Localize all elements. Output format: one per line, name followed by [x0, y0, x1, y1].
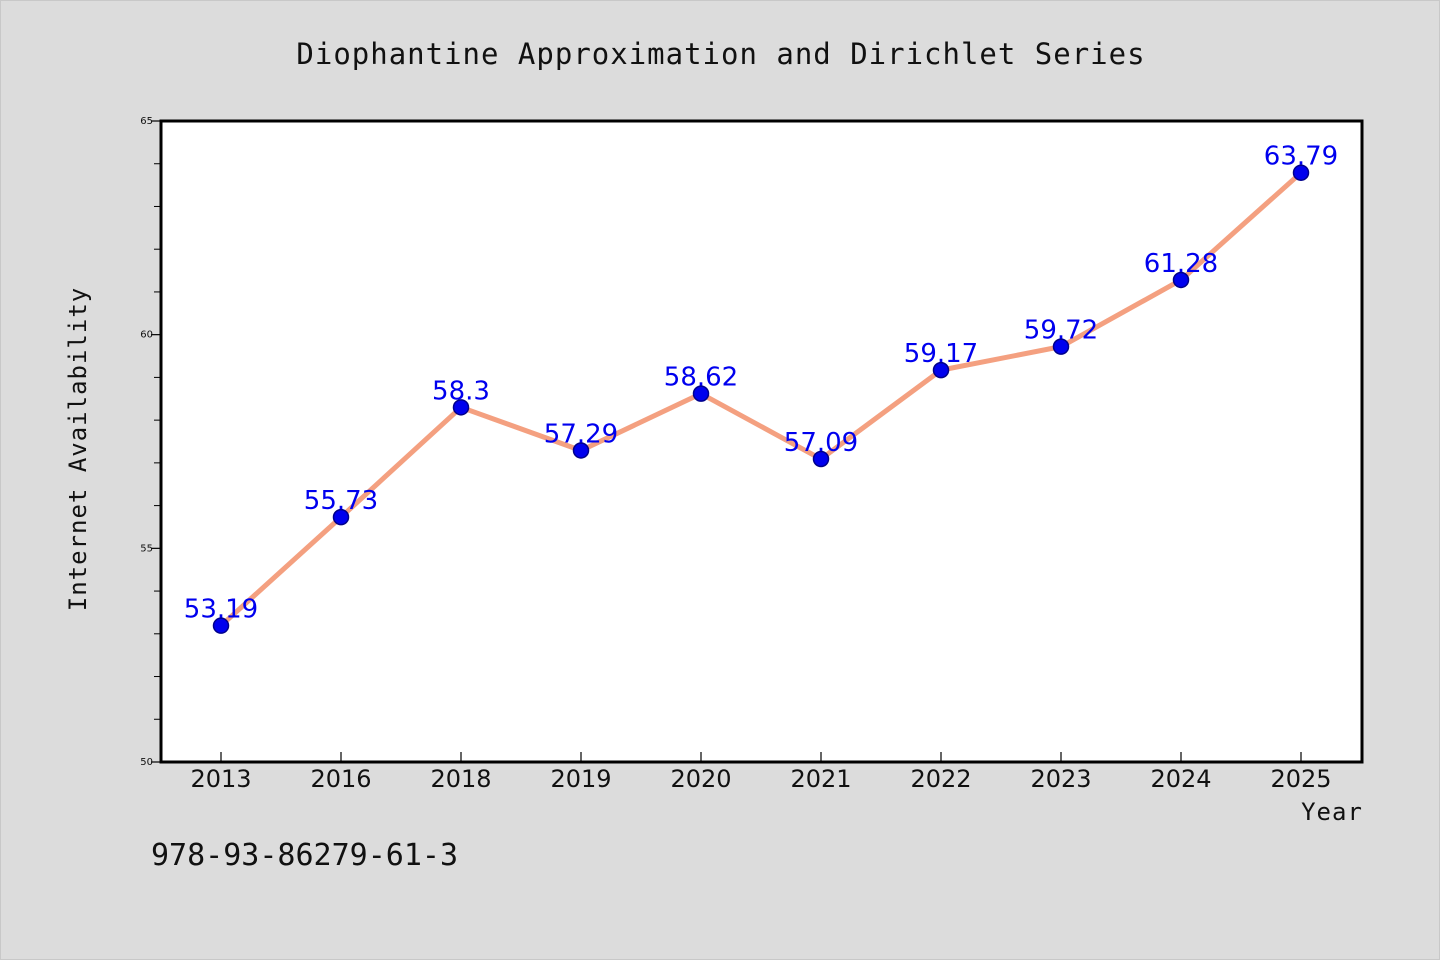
- data-label: 58.3: [432, 376, 490, 406]
- x-tick-label: 2025: [1270, 765, 1331, 793]
- x-axis-label: Year: [1301, 798, 1363, 826]
- y-tick-label: 60: [140, 330, 153, 341]
- x-tick-label: 2023: [1030, 765, 1091, 793]
- y-axis-label: Internet Availability: [64, 287, 92, 611]
- data-point: [932, 361, 950, 379]
- x-tick-label: 2013: [190, 765, 251, 793]
- data-point: [212, 617, 230, 634]
- data-point: [1052, 338, 1070, 355]
- data-label: 55.73: [304, 486, 378, 516]
- data-labels: 53.19 55.73 58.3 57.29 58.62 57.09 59.17 59.72 6…: [184, 142, 1338, 625]
- data-point: [1292, 164, 1310, 181]
- x-tick-label: 2018: [430, 765, 491, 793]
- data-point: [692, 385, 710, 402]
- x-tick-label: 2020: [670, 765, 731, 793]
- x-axis: 2013 2016 2018 2019 2020 2021 2022 2023 2024 2025: [190, 752, 1332, 793]
- data-point: [1172, 271, 1190, 289]
- data-label: 63.79: [1264, 142, 1338, 172]
- data-label: 58.62: [664, 363, 738, 393]
- data-point: [572, 442, 590, 459]
- data-point: [452, 399, 470, 416]
- plot-area: [159, 119, 1364, 764]
- data-label: 53.19: [184, 595, 258, 625]
- isbn-text: 978-93-86279-61-3: [151, 838, 458, 873]
- data-point: [332, 508, 350, 526]
- x-tick-label: 2021: [790, 765, 851, 793]
- x-tick-label: 2019: [550, 765, 611, 793]
- x-tick-label: 2016: [310, 765, 371, 793]
- data-label: 57.29: [544, 419, 618, 449]
- y-tick-label: 65: [140, 116, 153, 127]
- x-tick-label: 2024: [1150, 765, 1211, 793]
- data-label: 61.28: [1144, 249, 1218, 279]
- data-label: 57.09: [784, 428, 858, 458]
- chart-title: Diophantine Approximation and Dirichlet …: [296, 37, 1145, 71]
- y-axis: 50 55 60 65: [140, 116, 161, 768]
- data-point: [812, 450, 830, 468]
- data-label: 59.17: [904, 339, 978, 369]
- x-tick-label: 2022: [910, 765, 971, 793]
- y-tick-label: 55: [140, 543, 153, 554]
- series-group: [212, 164, 1310, 634]
- data-label: 59.72: [1024, 316, 1098, 346]
- y-tick-label: 50: [140, 757, 153, 768]
- series-line: [218, 170, 1304, 629]
